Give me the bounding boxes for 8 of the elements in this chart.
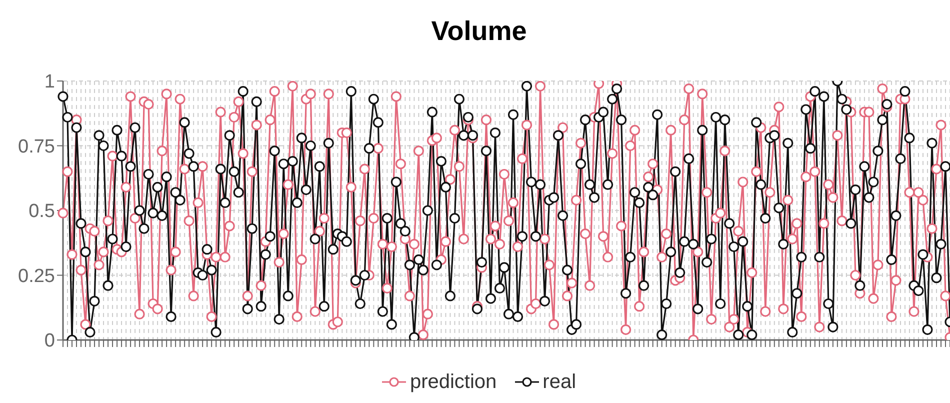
y-tick-label: 1 (44, 72, 55, 93)
legend-label: real (542, 370, 576, 394)
y-tick-label: 0.25 (18, 266, 55, 287)
y-tick-label: 0.75 (18, 136, 55, 158)
chart-title: Volume (430, 16, 528, 47)
y-tick-label: 0 (44, 330, 55, 352)
y-tick-label: 0.5 (28, 201, 55, 222)
legend-label: prediction (410, 370, 497, 394)
